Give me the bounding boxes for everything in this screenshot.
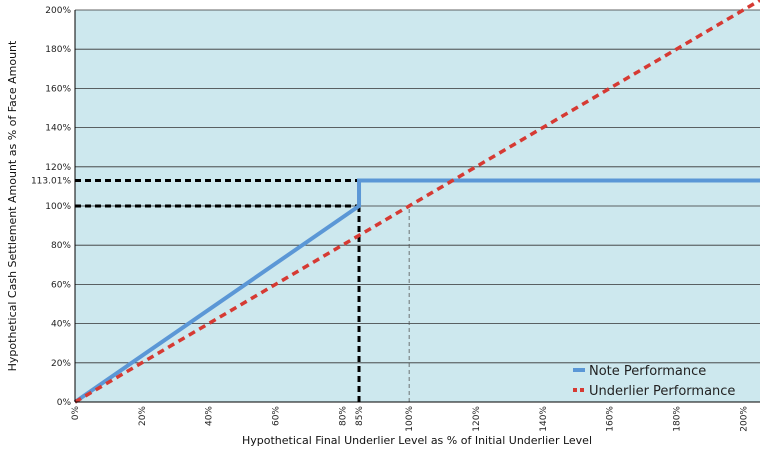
note-performance-line — [73, 178, 760, 404]
y-tick-label: 180% — [45, 45, 71, 55]
y-axis-title: Hypothetical Cash Settlement Amount as %… — [6, 40, 19, 371]
y-tick-label: 100% — [45, 202, 71, 212]
y-tick-label: 113.01% — [31, 177, 71, 187]
x-tick-labels: 0% 20% 40% 60% 80% 85% 100% 120% 140% 160% 180% 200… — [71, 406, 749, 432]
x-tick-label: 40% — [205, 406, 215, 426]
x-tick-label: 80% — [338, 406, 348, 426]
y-tick-label: 40% — [51, 320, 71, 330]
x-tick-label: 180% — [672, 406, 682, 432]
legend-label: Note Performance — [589, 364, 706, 379]
y-tick-label: 200% — [45, 6, 71, 16]
series-lines — [73, 0, 760, 404]
gridlines — [75, 9, 760, 364]
y-tick-label: 0% — [57, 398, 72, 408]
x-axis-title: Hypothetical Final Underlier Level as % … — [242, 434, 592, 447]
reference-lines — [75, 179, 410, 402]
legend-label: Underlier Performance — [589, 384, 735, 399]
y-tick-label: 20% — [51, 359, 71, 369]
y-tick-labels: 0% 20% 40% 60% 80% 100% 113.01% 120% 140% 160% 180… — [31, 6, 71, 408]
x-tick-label: 85% — [355, 406, 365, 426]
y-tick-label: 160% — [45, 84, 71, 94]
x-tick-label: 60% — [271, 406, 281, 426]
y-tick-label: 80% — [51, 241, 71, 251]
underlier-performance-line — [74, 0, 760, 404]
x-tick-label: 200% — [739, 406, 749, 432]
legend: Note Performance Underlier Performance — [573, 364, 735, 399]
x-tick-label: 20% — [138, 406, 148, 426]
x-tick-label: 100% — [405, 406, 415, 432]
x-tick-label: 0% — [71, 406, 81, 421]
y-tick-label: 140% — [45, 124, 71, 134]
y-tick-label: 60% — [51, 280, 71, 290]
x-tick-label: 160% — [606, 406, 616, 432]
x-tick-label: 140% — [539, 406, 549, 432]
x-tick-label: 120% — [472, 406, 482, 432]
y-tick-label: 120% — [45, 163, 71, 173]
